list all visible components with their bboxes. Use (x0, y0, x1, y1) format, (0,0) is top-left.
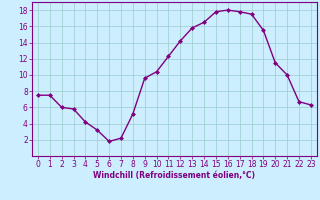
X-axis label: Windchill (Refroidissement éolien,°C): Windchill (Refroidissement éolien,°C) (93, 171, 255, 180)
